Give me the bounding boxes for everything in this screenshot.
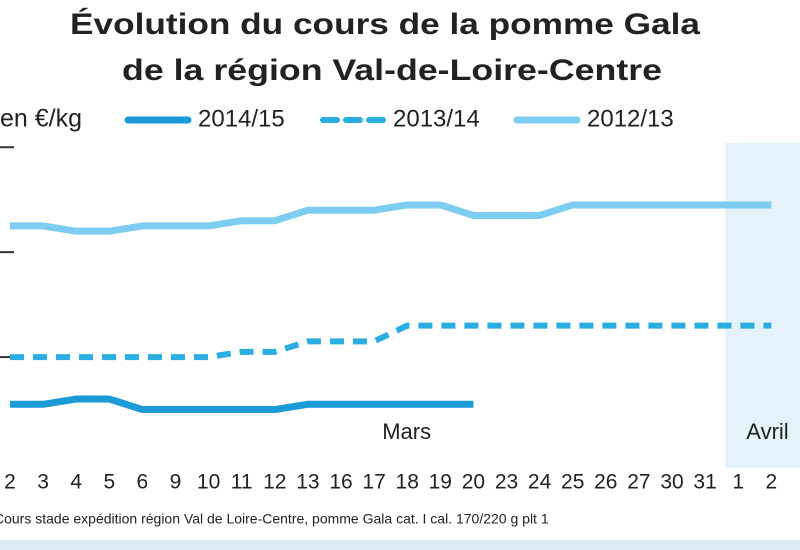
x-tick-label: 27 bbox=[627, 471, 650, 494]
legend-label: 2012/13 bbox=[587, 105, 674, 132]
x-tick-label: 12 bbox=[263, 471, 286, 494]
x-tick-label: 2 bbox=[4, 471, 16, 494]
x-tick-label: 10 bbox=[197, 471, 220, 494]
x-tick-label: 25 bbox=[561, 471, 584, 494]
x-tick-label: 9 bbox=[170, 471, 182, 494]
x-tick-label: 6 bbox=[137, 471, 149, 494]
x-tick-label: 24 bbox=[528, 471, 552, 494]
x-tick-label: 19 bbox=[429, 471, 452, 494]
plot-area bbox=[0, 143, 800, 468]
x-tick-label: 17 bbox=[362, 471, 385, 494]
line-series bbox=[10, 201, 772, 235]
x-tick-label: 13 bbox=[296, 471, 319, 494]
footer-band bbox=[0, 540, 800, 550]
line-series bbox=[10, 322, 772, 361]
x-tick-label: 20 bbox=[462, 471, 485, 494]
x-tick-label: 11 bbox=[231, 471, 253, 494]
shaded-region bbox=[725, 143, 800, 468]
line-series bbox=[10, 395, 474, 414]
month-label: Avril bbox=[746, 419, 788, 444]
y-axis-label: en €/kg bbox=[0, 105, 82, 133]
legend-label: 2014/15 bbox=[198, 105, 285, 132]
month-label: Mars bbox=[382, 419, 431, 444]
x-tick-label: 5 bbox=[103, 471, 115, 494]
x-tick-label: 31 bbox=[693, 471, 716, 494]
source-note: Cours stade expédition région Val de Loi… bbox=[0, 511, 549, 527]
x-tick-label: 16 bbox=[329, 471, 352, 494]
x-tick-label: 3 bbox=[37, 471, 49, 494]
x-tick-label: 1 bbox=[732, 471, 744, 494]
x-tick-label: 30 bbox=[660, 471, 683, 494]
x-tick-label: 26 bbox=[594, 471, 617, 494]
chart-title: Évolution du cours de la pomme Gala bbox=[70, 7, 700, 41]
x-tick-label: 4 bbox=[70, 471, 82, 494]
chart-title: de la région Val-de-Loire-Centre bbox=[122, 54, 662, 87]
x-tick-label: 18 bbox=[396, 471, 419, 494]
x-tick-label: 23 bbox=[495, 471, 518, 494]
legend-label: 2013/14 bbox=[393, 105, 480, 132]
x-tick-label: 2 bbox=[765, 471, 777, 494]
